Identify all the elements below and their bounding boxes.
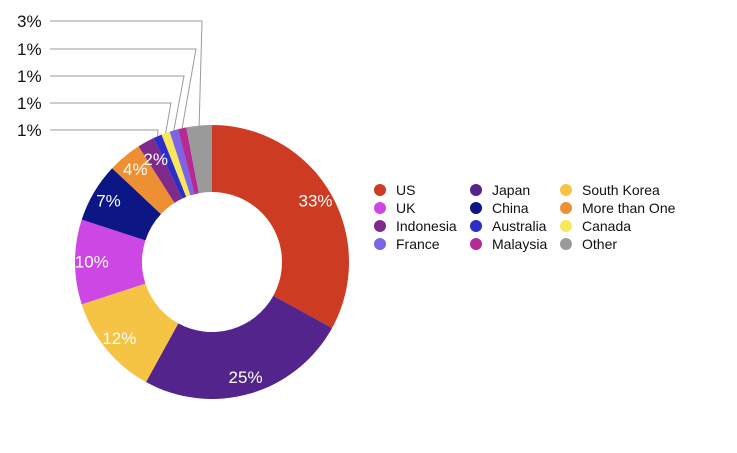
slice-uk	[75, 219, 146, 305]
data-label-us: 33%	[298, 191, 332, 210]
data-label-france: 1%	[17, 67, 42, 86]
data-label-australia: 1%	[17, 121, 42, 140]
slice-south-korea	[81, 283, 179, 383]
data-label-other: 3%	[17, 12, 42, 31]
legend-swatch	[470, 201, 482, 214]
data-label-uk: 10%	[75, 253, 109, 272]
legend-label: Other	[582, 235, 618, 252]
legend-label: Malaysia	[492, 235, 548, 252]
legend-swatch	[374, 219, 386, 232]
legend-swatch	[470, 219, 482, 232]
data-label-indonesia: 2%	[143, 150, 168, 169]
legend-item-japan: Japan	[470, 181, 560, 198]
legend-item-china: China	[470, 199, 560, 216]
data-label-south-korea: 12%	[102, 329, 136, 348]
data-label-china: 7%	[96, 191, 121, 210]
leader-line-canada	[50, 102, 172, 134]
slice-more-than-one	[112, 146, 175, 215]
legend-label: US	[396, 181, 416, 198]
legend-item-uk: UK	[374, 199, 470, 216]
data-label-more-than-one: 4%	[123, 160, 148, 179]
slice-indonesia	[138, 138, 183, 203]
legend-item-south-korea: South Korea	[560, 181, 690, 198]
legend-item-canada: Canada	[560, 217, 690, 234]
leader-line-malaysia	[50, 48, 197, 129]
legend-swatch	[374, 183, 386, 196]
legend-item-malaysia: Malaysia	[470, 235, 560, 252]
legend-swatch	[374, 237, 386, 250]
legend-swatch	[560, 237, 572, 250]
legend-label: France	[396, 235, 440, 252]
legend-swatch	[560, 219, 572, 232]
legend-swatch	[470, 183, 482, 196]
legend-swatch	[560, 201, 572, 214]
legend-swatch	[470, 237, 482, 250]
data-label-canada: 1%	[17, 94, 42, 113]
data-label-malaysia: 1%	[17, 40, 42, 59]
slice-other	[186, 125, 212, 194]
slice-australia	[153, 134, 187, 199]
legend-label: China	[492, 199, 529, 216]
data-label-japan: 25%	[229, 368, 263, 387]
legend-label: Canada	[582, 217, 632, 234]
legend-item-australia: Australia	[470, 217, 560, 234]
slice-china	[81, 168, 161, 241]
slice-japan	[145, 295, 333, 399]
legend-label: South Korea	[582, 181, 660, 198]
legend-label: UK	[396, 199, 416, 216]
legend-item-us: US	[374, 181, 470, 198]
legend-label: More than One	[582, 199, 676, 216]
slice-us	[212, 125, 349, 329]
chart-legend: US Japan South Korea UK China More than One In…	[374, 181, 690, 252]
leader-line-other	[50, 20, 203, 126]
legend-swatch	[374, 201, 386, 214]
slice-france	[169, 129, 195, 196]
legend-label: Japan	[492, 181, 531, 198]
leader-line-australia	[50, 129, 159, 137]
legend-label: Indonesia	[396, 217, 457, 234]
legend-label: Australia	[492, 217, 547, 234]
legend-item-other: Other	[560, 235, 690, 252]
slice-canada	[161, 131, 191, 197]
slice-malaysia	[177, 127, 199, 195]
legend-item-france: France	[374, 235, 470, 252]
leader-line-france	[50, 75, 185, 131]
legend-swatch	[560, 183, 572, 196]
legend-item-indonesia: Indonesia	[374, 217, 470, 234]
legend-item-more-than-one: More than One	[560, 199, 690, 216]
